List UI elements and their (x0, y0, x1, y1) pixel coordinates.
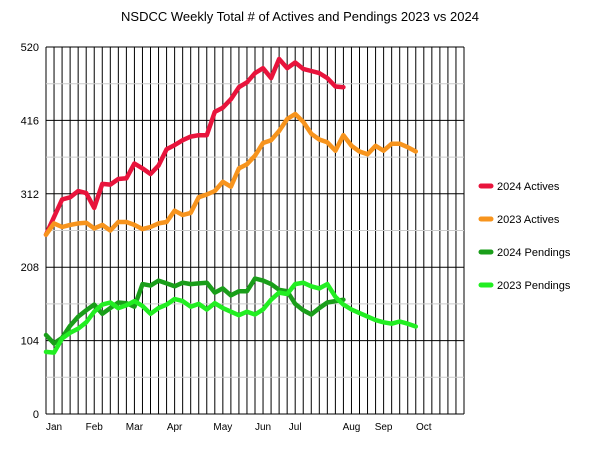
x-month-label: Feb (86, 422, 104, 433)
y-tick-label: 312 (21, 189, 39, 201)
series-line (43, 111, 419, 237)
x-month-label: Jun (255, 422, 271, 433)
y-tick-label: 0 (33, 409, 39, 421)
legend-label: 2023 Pendings (497, 280, 571, 292)
series-line (43, 56, 346, 237)
y-tick-label: 520 (21, 42, 39, 54)
grid-layer (45, 46, 465, 415)
y-tick-label: 208 (21, 262, 39, 274)
legend: 2024 Actives 2023 Actives 2024 Pendings 202… (478, 181, 571, 292)
y-tick-label: 416 (21, 115, 39, 127)
x-month-label: Apr (167, 422, 183, 433)
x-month-label: Jul (289, 422, 302, 433)
legend-label: 2024 Actives (497, 181, 560, 193)
x-month-label: May (213, 422, 232, 433)
axis-layer: 0 104 208 312 416 520 Jan Feb Mar Apr May Jun Jul Aug… (21, 42, 432, 433)
x-month-label: Mar (126, 422, 144, 433)
legend-label: 2024 Pendings (497, 247, 571, 259)
series-line (43, 280, 419, 355)
x-month-label: Jan (46, 422, 62, 433)
x-month-label: Sep (375, 422, 393, 433)
x-month-label: Aug (343, 422, 361, 433)
x-month-label: Oct (416, 422, 432, 433)
legend-label: 2023 Actives (497, 214, 560, 226)
series-line (43, 276, 346, 346)
y-tick-label: 104 (21, 336, 39, 348)
series-layer (43, 56, 419, 355)
chart-title: NSDCC Weekly Total # of Actives and Pend… (121, 9, 479, 24)
